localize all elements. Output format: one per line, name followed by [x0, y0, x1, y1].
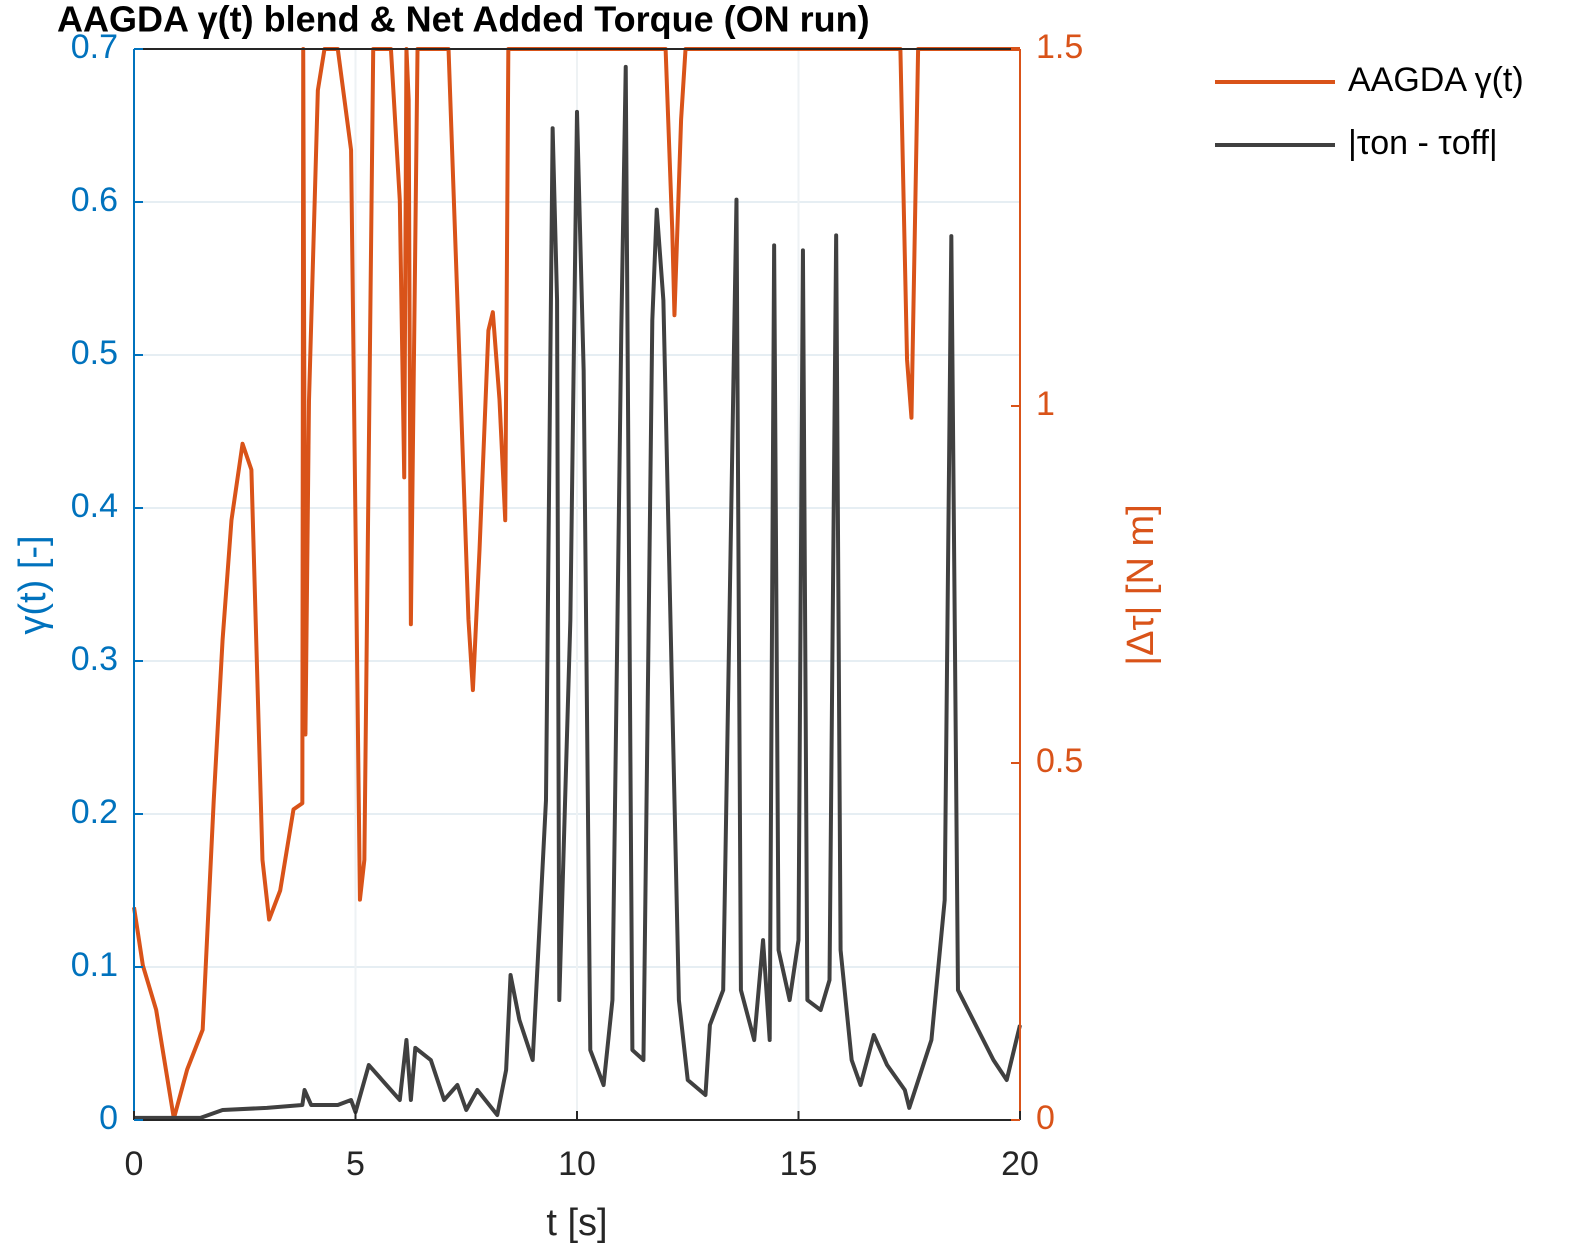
y-tick-label: 0.3: [71, 640, 118, 678]
y-tick-label: 0: [99, 1099, 118, 1137]
y2-tick-label: 1: [1036, 385, 1055, 423]
y2-axis-label: |Δτ| [N m]: [1120, 504, 1162, 665]
x-tick-label: 10: [558, 1145, 596, 1183]
y2-tick-label: 1.5: [1036, 28, 1083, 66]
x-tick-label: 0: [125, 1145, 144, 1183]
x-tick-label: 5: [346, 1145, 365, 1183]
y-tick-label: 0.7: [71, 28, 118, 66]
x-tick-label: 15: [780, 1145, 818, 1183]
y-tick-label: 0.1: [71, 946, 118, 984]
y-tick-label: 0.6: [71, 181, 118, 219]
chart-title: AAGDA γ(t) blend & Net Added Torque (ON …: [57, 0, 870, 40]
legend-label: AAGDA γ(t): [1348, 61, 1524, 99]
x-axis-label: t [s]: [546, 1202, 607, 1244]
y2-tick-label: 0.5: [1036, 742, 1083, 780]
legend-label: |τon - τoff|: [1348, 124, 1498, 162]
y-tick-label: 0.2: [71, 793, 118, 831]
y-tick-label: 0.5: [71, 334, 118, 372]
y-tick-label: 0.4: [71, 487, 118, 525]
y2-tick-label: 0: [1036, 1099, 1055, 1137]
data-line: [134, 64, 1022, 1120]
x-tick-label: 20: [1001, 1145, 1039, 1183]
y-axis-label: γ(t) [-]: [12, 535, 54, 634]
